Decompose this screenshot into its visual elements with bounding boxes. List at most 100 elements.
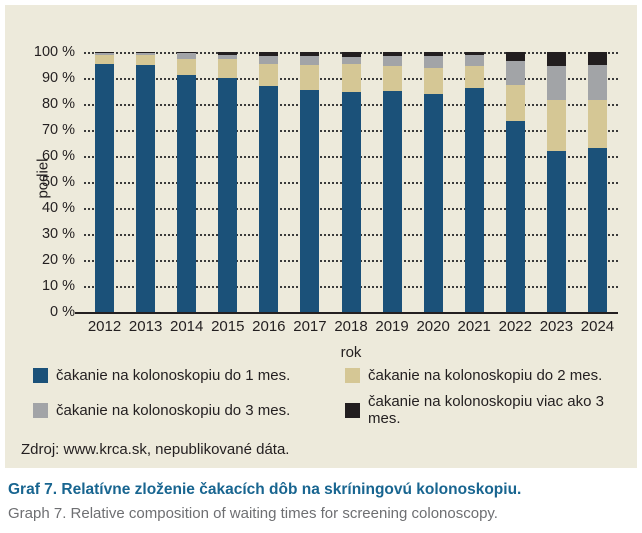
y-tick-label-100: 100 % bbox=[33, 44, 75, 60]
y-tick-label-50: 50 % bbox=[41, 174, 75, 190]
bar-2012-segment bbox=[95, 63, 115, 312]
bar-2017-segment bbox=[300, 89, 320, 312]
x-tick-label-2012: 2012 bbox=[87, 318, 122, 335]
bar-2019-segment bbox=[382, 52, 402, 56]
bar-2016-segment bbox=[259, 63, 279, 86]
legend-swatch-icon bbox=[33, 402, 48, 418]
y-tick-label-80: 80 % bbox=[41, 96, 75, 112]
bar-2020-segment bbox=[423, 67, 443, 94]
x-tick-label-2018: 2018 bbox=[334, 318, 368, 335]
bar-2014-segment bbox=[177, 75, 197, 312]
bar-2014-segment bbox=[177, 58, 197, 76]
legend-swatch-icon bbox=[345, 402, 360, 418]
plot-area bbox=[75, 52, 618, 314]
bar-2015 bbox=[218, 52, 238, 312]
bar-2024-segment bbox=[587, 148, 607, 312]
x-tick-label-2020: 2020 bbox=[416, 318, 450, 335]
bar-2021-segment bbox=[464, 52, 484, 55]
bar-2019 bbox=[382, 52, 402, 312]
bar-2016-segment bbox=[259, 55, 279, 64]
bar-2018-segment bbox=[341, 92, 361, 312]
x-tick-label-2019: 2019 bbox=[375, 318, 409, 335]
bar-2020-segment bbox=[423, 93, 443, 312]
bar-2021 bbox=[464, 52, 484, 312]
bar-2021-segment bbox=[464, 54, 484, 67]
bar-2021-segment bbox=[464, 66, 484, 89]
bar-2020-segment bbox=[423, 55, 443, 68]
bar-2014-segment bbox=[177, 53, 197, 59]
bar-2020 bbox=[423, 52, 443, 312]
bar-2015-segment bbox=[218, 52, 238, 55]
source-note: Zdroj: www.krca.sk, nepublikované dáta. bbox=[21, 441, 290, 458]
bar-2022-segment bbox=[505, 52, 525, 62]
bar-2015-segment bbox=[218, 54, 238, 59]
bar-2022-segment bbox=[505, 61, 525, 85]
chart-panel: podiel 0 % 10 % 20 % 30 % 40 % 50 % 60 % 70 % 80… bbox=[5, 5, 637, 468]
bar-2022-segment bbox=[505, 120, 525, 312]
y-tick-label-70: 70 % bbox=[41, 122, 75, 138]
x-tick-label-2022: 2022 bbox=[498, 318, 532, 335]
x-tick-label-2023: 2023 bbox=[539, 318, 574, 335]
x-tick-label-2017: 2017 bbox=[293, 318, 327, 335]
bar-2024 bbox=[587, 52, 607, 312]
x-tick-label-2013: 2013 bbox=[128, 318, 163, 335]
y-tick-label-30: 30 % bbox=[41, 226, 75, 242]
bar-2013 bbox=[136, 52, 156, 312]
bar-2019-segment bbox=[382, 91, 402, 312]
bar-2019-segment bbox=[382, 66, 402, 91]
legend-label: čakanie na kolonoskopiu viac ako 3 mes. bbox=[368, 393, 604, 427]
bar-2023-segment bbox=[546, 66, 566, 101]
bar-2021-segment bbox=[464, 88, 484, 312]
bar-2023-segment bbox=[546, 52, 566, 67]
bar-2016 bbox=[259, 52, 279, 312]
legend-item-3: čakanie na kolonoskopiu viac ako 3 mes. bbox=[345, 393, 637, 427]
bar-2024-segment bbox=[587, 100, 607, 149]
x-tick-label-2024: 2024 bbox=[580, 318, 615, 335]
legend-label: čakanie na kolonoskopiu do 3 mes. bbox=[56, 401, 291, 419]
x-tick-label-2014: 2014 bbox=[170, 318, 204, 335]
bar-2018-segment bbox=[341, 63, 361, 93]
bar-2018 bbox=[341, 52, 361, 312]
bar-2014-segment bbox=[177, 52, 197, 54]
bar-2017-segment bbox=[300, 55, 320, 66]
legend-label: čakanie na kolonoskopiu do 1 mes. bbox=[56, 367, 291, 384]
y-tick-label-10: 10 % bbox=[41, 278, 75, 294]
bar-2013-segment bbox=[136, 65, 156, 312]
x-axis-line bbox=[75, 312, 618, 314]
bar-2015-segment bbox=[218, 58, 238, 78]
bar-2024-segment bbox=[587, 65, 607, 101]
bar-2019-segment bbox=[382, 55, 402, 67]
y-tick-label-40: 40 % bbox=[41, 200, 75, 216]
caption-slovak: Graf 7. Relatívne zloženie čakacích dôb … bbox=[8, 481, 522, 498]
legend: čakanie na kolonoskopiu do 1 mes. čakanie… bbox=[33, 367, 637, 427]
bar-2013-segment bbox=[136, 54, 156, 65]
bar-2023-segment bbox=[546, 100, 566, 151]
bar-2013-segment bbox=[136, 52, 156, 54]
bar-2017-segment bbox=[300, 65, 320, 90]
x-tick-label-2021: 2021 bbox=[457, 318, 491, 335]
y-tick-label-20: 20 % bbox=[41, 252, 75, 268]
bar-2024-segment bbox=[587, 52, 607, 66]
bar-2012-segment bbox=[95, 53, 115, 55]
legend-item-2: čakanie na kolonoskopiu do 3 mes. bbox=[33, 393, 345, 427]
legend-label: čakanie na kolonoskopiu do 2 mes. bbox=[368, 367, 603, 384]
bar-2013-segment bbox=[136, 53, 156, 55]
legend-item-1: čakanie na kolonoskopiu do 2 mes. bbox=[345, 367, 637, 384]
bar-2022-segment bbox=[505, 84, 525, 121]
x-axis-title: rok bbox=[340, 344, 362, 361]
bar-2015-segment bbox=[218, 78, 238, 312]
legend-swatch-icon bbox=[345, 368, 360, 383]
y-tick-label-0: 0 % bbox=[50, 304, 75, 320]
y-tick-label-90: 90 % bbox=[41, 70, 75, 86]
caption-english: Graph 7. Relative composition of waiting… bbox=[8, 505, 498, 522]
bar-2016-segment bbox=[259, 85, 279, 312]
bar-2014 bbox=[177, 52, 197, 312]
bar-2023-segment bbox=[546, 150, 566, 312]
x-tick-label-2016: 2016 bbox=[252, 318, 286, 335]
y-tick-label-60: 60 % bbox=[41, 148, 75, 164]
bar-2018-segment bbox=[341, 57, 361, 64]
bar-2023 bbox=[546, 52, 566, 312]
legend-item-0: čakanie na kolonoskopiu do 1 mes. bbox=[33, 367, 345, 384]
legend-swatch-icon bbox=[33, 368, 48, 383]
bar-2018-segment bbox=[341, 52, 361, 58]
